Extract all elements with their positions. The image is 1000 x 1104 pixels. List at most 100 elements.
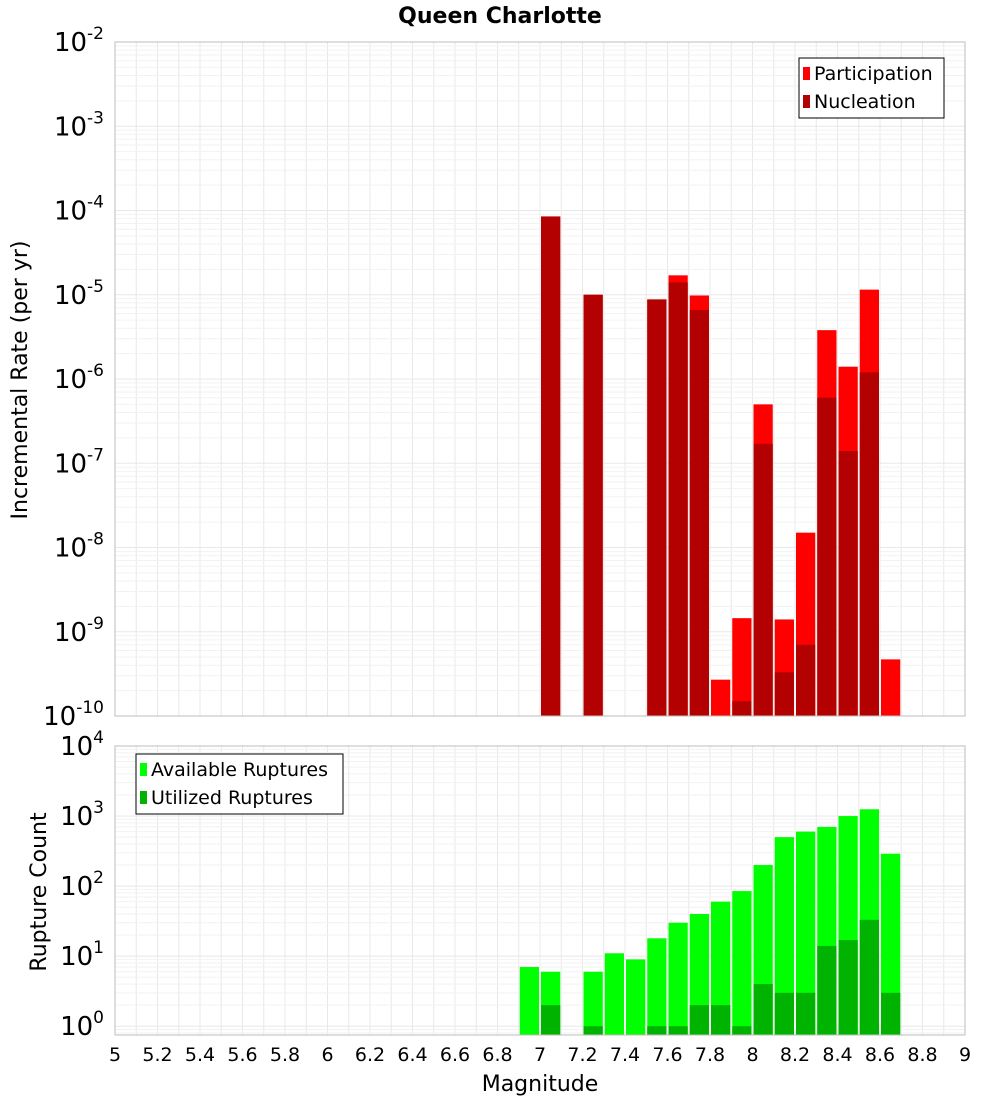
utilized-ruptures-bar bbox=[753, 984, 773, 1035]
available-ruptures-bar bbox=[519, 967, 539, 1035]
x-tick-label: 5.8 bbox=[270, 1044, 300, 1066]
nucleation-bar bbox=[647, 299, 667, 716]
rate-y-tick-label: 10-2 bbox=[54, 24, 104, 58]
rate-grid bbox=[114, 41, 966, 717]
x-tick-label: 5 bbox=[109, 1044, 121, 1066]
x-tick-label: 8 bbox=[746, 1044, 758, 1066]
x-tick-label: 6.4 bbox=[397, 1044, 427, 1066]
nucleation-bar bbox=[541, 216, 561, 716]
x-tick-label: 8.6 bbox=[865, 1044, 895, 1066]
count-plot-frame bbox=[114, 745, 966, 1036]
nucleation-bar bbox=[838, 450, 858, 716]
available-ruptures-bar bbox=[732, 891, 752, 1035]
participation-bar bbox=[732, 618, 752, 716]
available-ruptures-bar bbox=[647, 938, 667, 1035]
utilized-ruptures-bar bbox=[541, 1005, 561, 1035]
nucleation-bar bbox=[583, 294, 603, 716]
utilized-ruptures-bar bbox=[774, 992, 794, 1035]
utilized-ruptures-bar bbox=[711, 1005, 731, 1035]
x-tick-label: 6 bbox=[321, 1044, 333, 1066]
count-legend: Available Ruptures Utilized Ruptures bbox=[135, 753, 344, 815]
legend-label: Available Ruptures bbox=[151, 759, 328, 781]
x-tick-label: 6.8 bbox=[482, 1044, 512, 1066]
participation-bar bbox=[881, 659, 901, 716]
available-ruptures-bar bbox=[711, 901, 731, 1035]
utilized-ruptures-bar bbox=[689, 1005, 709, 1035]
legend-swatch bbox=[803, 67, 810, 80]
count-y-tick-label: 102 bbox=[60, 868, 104, 902]
rate-y-tick-label: 10-7 bbox=[54, 445, 104, 479]
available-ruptures-bar bbox=[583, 971, 603, 1035]
utilized-ruptures-bar bbox=[583, 1026, 603, 1035]
rate-y-tick-label: 10-6 bbox=[54, 361, 104, 395]
x-axis-label: Magnitude bbox=[482, 1072, 599, 1097]
rate-axis-label: Incremental Rate (per yr) bbox=[8, 241, 33, 520]
nucleation-bar bbox=[859, 372, 879, 716]
x-tick-label: 6.6 bbox=[440, 1044, 470, 1066]
available-ruptures-bar bbox=[626, 959, 646, 1035]
count-legend-box bbox=[135, 753, 344, 815]
legend-swatch bbox=[140, 763, 147, 776]
rate-bars bbox=[541, 216, 901, 716]
legend-label: Utilized Ruptures bbox=[151, 787, 313, 809]
count-y-tick-label: 103 bbox=[60, 798, 104, 832]
nucleation-bar bbox=[668, 282, 688, 716]
rate-y-ticks: 10-2 10-3 10-4 10-5 10-6 10-7 10-8 10-9 10-10 bbox=[43, 24, 104, 732]
legend-swatch bbox=[803, 95, 810, 108]
rate-legend: Participation Nucleation bbox=[798, 57, 945, 119]
count-y-ticks: 104 103 102 101 100 bbox=[60, 728, 104, 1042]
x-tick-label: 5.2 bbox=[142, 1044, 172, 1066]
x-tick-label: 9 bbox=[959, 1044, 971, 1066]
rate-legend-box bbox=[798, 57, 945, 119]
nucleation-bar bbox=[796, 644, 816, 716]
x-tick-label: 7 bbox=[534, 1044, 546, 1066]
utilized-ruptures-bar bbox=[647, 1026, 667, 1035]
utilized-ruptures-bar bbox=[796, 992, 816, 1035]
legend-label: Participation bbox=[814, 63, 933, 85]
nucleation-bar bbox=[753, 443, 773, 716]
rate-y-tick-label: 10-3 bbox=[54, 108, 104, 142]
available-ruptures-bar bbox=[689, 914, 709, 1035]
x-tick-label: 6.2 bbox=[355, 1044, 385, 1066]
rate-y-tick-label: 10-9 bbox=[54, 614, 104, 648]
utilized-ruptures-bar bbox=[838, 940, 858, 1035]
rate-y-tick-label: 10-8 bbox=[54, 530, 104, 564]
x-tick-label: 8.8 bbox=[907, 1044, 937, 1066]
nucleation-bar bbox=[774, 672, 794, 716]
available-ruptures-bar bbox=[668, 922, 688, 1035]
x-ticks: 5 5.2 5.4 5.6 5.8 6 6.2 6.4 6.6 6.8 7 7.2 7.4 7.6 7.8 8… bbox=[109, 1044, 971, 1066]
legend-label: Nucleation bbox=[814, 91, 916, 113]
nucleation-bar bbox=[689, 309, 709, 716]
x-tick-label: 8.4 bbox=[822, 1044, 852, 1066]
nucleation-bar bbox=[732, 701, 752, 716]
utilized-ruptures-bar bbox=[732, 1026, 752, 1035]
count-y-tick-label: 104 bbox=[60, 728, 104, 762]
available-ruptures-bar bbox=[796, 831, 816, 1035]
available-ruptures-bar bbox=[604, 953, 624, 1035]
x-tick-label: 7.4 bbox=[610, 1044, 640, 1066]
utilized-ruptures-bar bbox=[668, 1026, 688, 1035]
chart-title: Queen Charlotte bbox=[398, 4, 602, 29]
rate-y-tick-label: 10-4 bbox=[54, 193, 104, 227]
count-y-tick-label: 100 bbox=[60, 1008, 104, 1042]
rate-y-tick-label: 10-10 bbox=[43, 698, 104, 732]
x-tick-label: 5.4 bbox=[185, 1044, 215, 1066]
participation-bar bbox=[711, 679, 731, 716]
available-ruptures-bar bbox=[881, 853, 901, 1035]
rate-y-tick-label: 10-5 bbox=[54, 277, 104, 311]
nucleation-bar bbox=[817, 397, 837, 716]
x-tick-label: 7.6 bbox=[652, 1044, 682, 1066]
x-tick-label: 7.8 bbox=[695, 1044, 725, 1066]
legend-swatch bbox=[140, 791, 147, 804]
x-tick-label: 5.6 bbox=[227, 1044, 257, 1066]
available-ruptures-bar bbox=[774, 837, 794, 1035]
count-y-tick-label: 101 bbox=[60, 938, 104, 972]
x-tick-label: 7.2 bbox=[567, 1044, 597, 1066]
count-bars bbox=[519, 809, 901, 1035]
count-axis-label: Rupture Count bbox=[27, 812, 52, 972]
utilized-ruptures-bar bbox=[881, 992, 901, 1035]
rate-plot-frame bbox=[114, 41, 966, 717]
x-tick-label: 8.2 bbox=[780, 1044, 810, 1066]
